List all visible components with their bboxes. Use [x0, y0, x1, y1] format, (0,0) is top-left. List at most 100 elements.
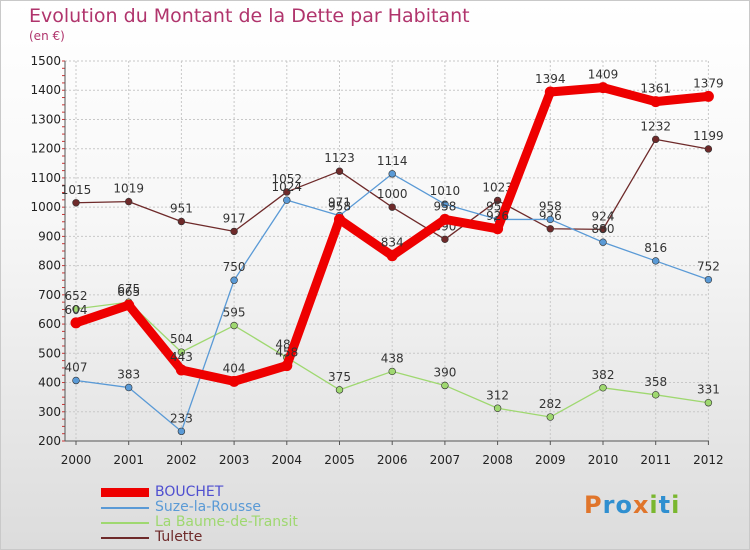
data-label-la-baume-de-transit: 595 [223, 306, 246, 320]
data-label-la-baume-de-transit: 382 [592, 368, 615, 382]
data-point-tulette [546, 225, 554, 233]
y-tick-label: 1500 [30, 54, 61, 68]
data-point-tulette [388, 203, 396, 211]
data-point-la-baume-de-transit [651, 391, 660, 399]
data-label-suze-la-rousse: 750 [223, 260, 246, 274]
y-tick-label: 900 [38, 229, 61, 243]
data-point-la-baume-de-transit [704, 399, 713, 407]
x-tick-label: 2000 [61, 453, 92, 467]
logo-letter: P [584, 491, 603, 519]
data-point-tulette [599, 225, 607, 234]
x-tick-label: 2004 [272, 453, 303, 467]
data-point-suze-la-rousse [72, 376, 80, 385]
logo-letter: i [649, 491, 659, 519]
y-tick-label: 800 [38, 259, 61, 273]
chart-title: Evolution du Montant de la Dette par Hab… [29, 5, 470, 27]
y-tick-label: 200 [38, 434, 61, 448]
data-label-la-baume-de-transit: 504 [170, 332, 193, 346]
logo-letter: o [615, 491, 633, 519]
legend: BOUCHET Suze-la-Rousse La Baume-de-Transit… [101, 485, 298, 545]
data-label-la-baume-de-transit: 358 [644, 375, 667, 389]
data-label-tulette: 1052 [272, 172, 303, 186]
data-label-suze-la-rousse: 958 [539, 199, 562, 213]
data-label-bouchet: 958 [433, 199, 456, 213]
data-label-bouchet: 958 [328, 199, 351, 213]
data-point-bouchet [228, 375, 240, 387]
data-label-tulette: 1023 [482, 180, 513, 194]
data-point-la-baume-de-transit [177, 348, 186, 356]
data-point-la-baume-de-transit [493, 404, 502, 412]
data-label-la-baume-de-transit: 438 [381, 351, 404, 365]
data-label-la-baume-de-transit: 390 [433, 365, 456, 379]
data-point-la-baume-de-transit [599, 384, 607, 392]
data-label-tulette: 1232 [640, 119, 671, 133]
data-point-suze-la-rousse [388, 170, 396, 178]
x-tick-label: 2001 [113, 453, 144, 467]
data-point-bouchet [492, 223, 504, 235]
data-point-la-baume-de-transit [388, 367, 396, 376]
data-point-suze-la-rousse [177, 427, 186, 436]
data-label-bouchet: 1409 [588, 68, 619, 82]
legend-label-tulette: Tulette [155, 529, 203, 545]
data-label-suze-la-rousse: 1010 [430, 184, 461, 198]
x-tick-label: 2011 [640, 453, 671, 467]
data-point-suze-la-rousse [124, 383, 133, 392]
data-label-suze-la-rousse: 407 [65, 360, 88, 374]
legend-label-suze-la-rousse: Suze-la-Rousse [155, 499, 262, 515]
y-tick-label: 1000 [30, 200, 61, 214]
data-label-tulette: 1199 [693, 129, 724, 143]
data-label-tulette: 1019 [113, 182, 144, 196]
data-point-suze-la-rousse [704, 275, 713, 284]
data-label-la-baume-de-transit: 375 [328, 370, 351, 384]
data-label-suze-la-rousse: 233 [170, 411, 193, 425]
x-tick-label: 2012 [693, 453, 724, 467]
proxiti-logo: Proxiti [584, 491, 680, 519]
y-tick-label: 300 [38, 405, 61, 419]
data-label-la-baume-de-transit: 331 [697, 383, 720, 397]
y-tick-label: 700 [38, 288, 61, 302]
data-point-bouchet [334, 213, 345, 225]
data-label-la-baume-de-transit: 675 [117, 282, 140, 296]
data-point-bouchet [281, 360, 293, 372]
x-tick-label: 2009 [535, 453, 566, 467]
legend-item-la-baume-de-transit: La Baume-de-Transit [101, 515, 298, 530]
x-tick-label: 2010 [588, 453, 619, 467]
data-point-la-baume-de-transit [72, 305, 80, 313]
data-point-tulette [335, 167, 344, 175]
data-point-bouchet [123, 299, 135, 311]
data-label-tulette: 1015 [61, 183, 92, 197]
logo-letter: r [602, 491, 616, 519]
data-label-bouchet: 834 [381, 236, 404, 250]
data-label-la-baume-de-transit: 282 [539, 397, 562, 411]
x-tick-label: 2003 [219, 453, 250, 467]
data-point-la-baume-de-transit [230, 321, 238, 330]
data-point-bouchet [650, 96, 662, 108]
data-point-suze-la-rousse [599, 238, 607, 246]
data-label-tulette: 924 [592, 209, 615, 223]
x-tick-label: 2006 [377, 453, 408, 467]
y-tick-label: 1100 [30, 171, 61, 185]
logo-letter: i [671, 491, 681, 519]
legend-item-tulette: Tulette [101, 530, 298, 545]
data-point-suze-la-rousse [230, 276, 238, 284]
data-label-bouchet: 1361 [640, 82, 671, 96]
x-tick-label: 2008 [482, 453, 513, 467]
y-tick-label: 1400 [30, 83, 61, 97]
data-point-bouchet [439, 213, 451, 225]
data-label-bouchet: 404 [223, 361, 246, 375]
data-point-tulette [651, 135, 660, 144]
data-point-bouchet [702, 90, 714, 102]
data-label-suze-la-rousse: 752 [697, 260, 720, 274]
legend-swatch-la-baume-de-transit [101, 521, 149, 524]
legend-item-suze-la-rousse: Suze-la-Rousse [101, 500, 298, 515]
data-point-bouchet [544, 86, 556, 98]
x-tick-label: 2007 [430, 453, 461, 467]
data-point-suze-la-rousse [283, 196, 291, 204]
data-label-la-baume-de-transit: 652 [65, 289, 88, 303]
y-tick-label: 400 [38, 376, 61, 390]
legend-swatch-suze-la-rousse [101, 506, 149, 509]
data-label-bouchet: 443 [170, 350, 193, 364]
data-label-suze-la-rousse: 383 [117, 368, 140, 382]
y-tick-label: 1200 [30, 142, 61, 156]
